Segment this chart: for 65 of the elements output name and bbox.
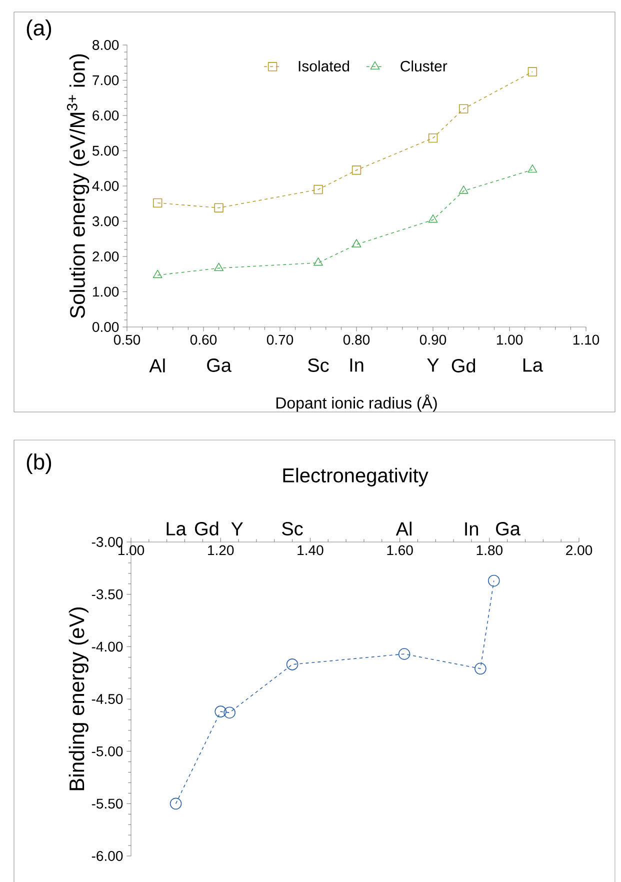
x-tick-label: 0.90 bbox=[420, 334, 446, 345]
x2-axis-title: Electronegativity bbox=[283, 468, 428, 486]
x2-tick-label: 2.00 bbox=[566, 545, 592, 556]
point bbox=[153, 198, 162, 208]
y-tick-label: 4.00 bbox=[92, 181, 119, 191]
point bbox=[458, 186, 468, 194]
point bbox=[314, 184, 323, 194]
x-axis-title: Dopant ionic radius (Å) bbox=[276, 394, 437, 412]
point bbox=[528, 164, 538, 173]
text: La bbox=[523, 358, 544, 372]
y-tick-label: -4.00 bbox=[92, 642, 123, 652]
point bbox=[314, 257, 323, 266]
y-axis-title: Solution energy (eV/M$^{3+}$ ion) bbox=[66, 54, 90, 318]
y-tick-label: -3.00 bbox=[92, 537, 123, 547]
y-tick-label: -4.50 bbox=[92, 694, 123, 704]
x-tick-label: 1.10 bbox=[573, 334, 600, 345]
text: Al bbox=[149, 358, 165, 372]
x2-tick-label: 1.60 bbox=[387, 545, 413, 556]
y-tick-label: 3.00 bbox=[92, 216, 119, 226]
y-tick-label: -5.00 bbox=[92, 746, 123, 756]
text: Ga bbox=[496, 522, 520, 536]
text: Sc bbox=[282, 522, 303, 536]
y-tick-label: 8.00 bbox=[92, 40, 119, 50]
point bbox=[459, 104, 468, 114]
x-tick-label: 0.50 bbox=[114, 334, 140, 345]
point bbox=[428, 133, 438, 143]
y-tick-label: 7.00 bbox=[92, 75, 119, 86]
x-tick-label: 1.00 bbox=[496, 334, 523, 345]
y-tick-label: 6.00 bbox=[92, 110, 119, 120]
text: (a) bbox=[26, 20, 52, 40]
y-tick-label: -6.00 bbox=[92, 851, 123, 861]
y-tick-label: -5.50 bbox=[92, 798, 123, 809]
point bbox=[528, 67, 538, 76]
y-tick-label: 2.00 bbox=[92, 252, 119, 262]
y-tick-label: 0.00 bbox=[92, 322, 119, 332]
text: Al bbox=[396, 522, 412, 536]
point bbox=[352, 239, 362, 248]
point bbox=[214, 203, 224, 212]
text: Gd bbox=[452, 358, 476, 372]
text: In bbox=[465, 522, 478, 536]
point bbox=[428, 214, 438, 223]
text: (b) bbox=[26, 454, 52, 474]
legend-label: Isolated bbox=[298, 60, 350, 72]
y-tick-label: -3.50 bbox=[92, 589, 123, 600]
x2-tick-label: 1.20 bbox=[208, 545, 234, 556]
text: La bbox=[166, 522, 186, 536]
text: Y bbox=[231, 522, 244, 536]
x-tick-label: 0.70 bbox=[266, 334, 294, 345]
y-axis-title: Binding energy (eV) bbox=[68, 608, 88, 790]
text: Sc bbox=[308, 358, 329, 372]
y-tick-label: 1.00 bbox=[93, 286, 119, 297]
x2-tick-label: 1.40 bbox=[298, 545, 324, 556]
point bbox=[214, 262, 224, 272]
x-tick-label: 0.80 bbox=[343, 334, 370, 345]
text: In bbox=[350, 358, 364, 372]
point bbox=[352, 166, 362, 175]
point bbox=[152, 270, 162, 278]
x2-tick-label: 1.80 bbox=[476, 545, 502, 556]
text: Gd bbox=[195, 522, 218, 536]
text: Ga bbox=[207, 358, 232, 372]
x2-tick-label: 1.00 bbox=[118, 545, 144, 556]
x-tick-label: 0.60 bbox=[190, 334, 217, 345]
y-tick-label: 5.00 bbox=[92, 146, 119, 156]
legend-label: Cluster bbox=[400, 60, 448, 72]
text: Y bbox=[427, 358, 439, 372]
